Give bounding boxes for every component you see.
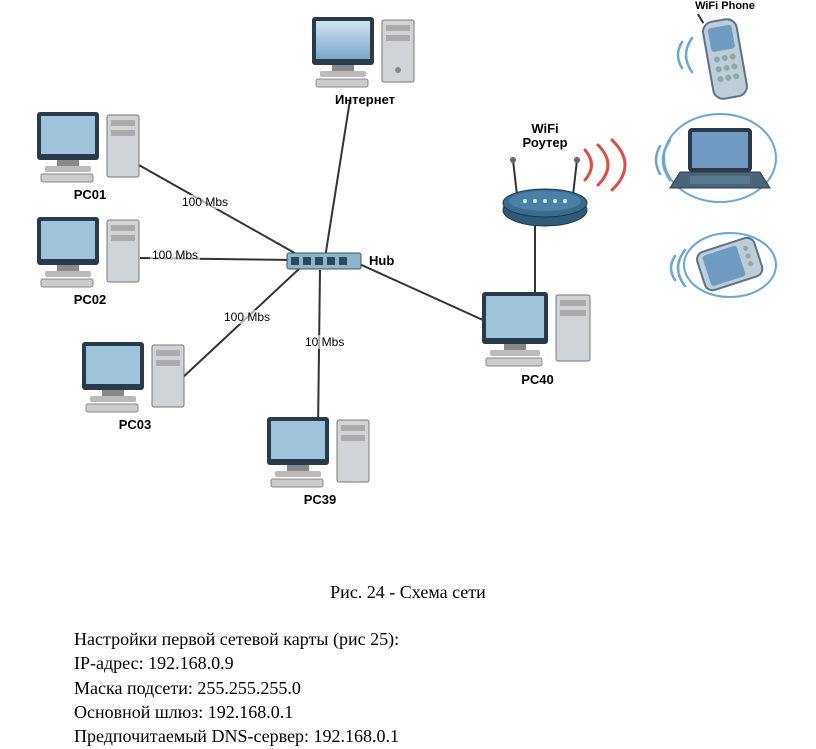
hub-icon xyxy=(285,245,363,275)
computer-icon xyxy=(480,290,595,370)
node-pc01: PC01 xyxy=(35,110,145,202)
node-pc39: PC39 xyxy=(265,415,375,507)
node-label: PC01 xyxy=(74,187,107,202)
phone-icon xyxy=(690,12,760,107)
node-label: PC39 xyxy=(304,492,337,507)
edge-label: 100 Mbs xyxy=(222,310,272,324)
figure-caption: Рис. 24 - Схема сети xyxy=(0,582,816,603)
node-pc40: PC40 xyxy=(480,290,595,387)
node-laptop xyxy=(660,110,780,205)
node-label: PC02 xyxy=(74,292,107,307)
laptop-icon xyxy=(660,110,780,205)
node-label: PC03 xyxy=(119,417,152,432)
edge-label: 10 Mbs xyxy=(303,335,346,349)
edge-label: 100 Mbs xyxy=(150,248,200,262)
computer-icon xyxy=(35,215,145,290)
settings-line: Предпочитаемый DNS-сервер: 192.168.0.1 xyxy=(74,724,816,748)
node-internet: Интернет xyxy=(310,15,420,107)
node-hub: Hub xyxy=(285,245,394,275)
settings-block: Настройки первой сетевой карты (рис 25):… xyxy=(74,627,816,748)
node-wifi-router: WiFiРоутер xyxy=(495,120,595,230)
node-pc02: PC02 xyxy=(35,215,145,307)
computer-icon xyxy=(80,340,190,415)
network-diagram: 100 Mbs 100 Mbs 100 Mbs 10 Mbs Интернет xyxy=(0,0,816,570)
settings-line: Маска подсети: 255.255.255.0 xyxy=(74,676,816,700)
computer-icon xyxy=(265,415,375,490)
pda-icon xyxy=(680,230,780,300)
node-label: WiFi Phone xyxy=(695,0,755,12)
node-label: PC40 xyxy=(521,372,554,387)
computer-icon xyxy=(310,15,420,90)
settings-title: Настройки первой сетевой карты (рис 25): xyxy=(74,627,816,651)
node-label: WiFiРоутер xyxy=(522,122,567,151)
node-wifi-phone: WiFi Phone xyxy=(690,0,760,107)
router-icon xyxy=(495,155,595,230)
node-pc03: PC03 xyxy=(80,340,190,432)
node-label: Интернет xyxy=(335,92,395,107)
node-pda xyxy=(680,230,780,300)
node-label: Hub xyxy=(369,253,394,268)
computer-icon xyxy=(35,110,145,185)
edge-label: 100 Mbs xyxy=(180,195,230,209)
settings-line: IP-адрес: 192.168.0.9 xyxy=(74,651,816,675)
settings-line: Основной шлюз: 192.168.0.1 xyxy=(74,700,816,724)
